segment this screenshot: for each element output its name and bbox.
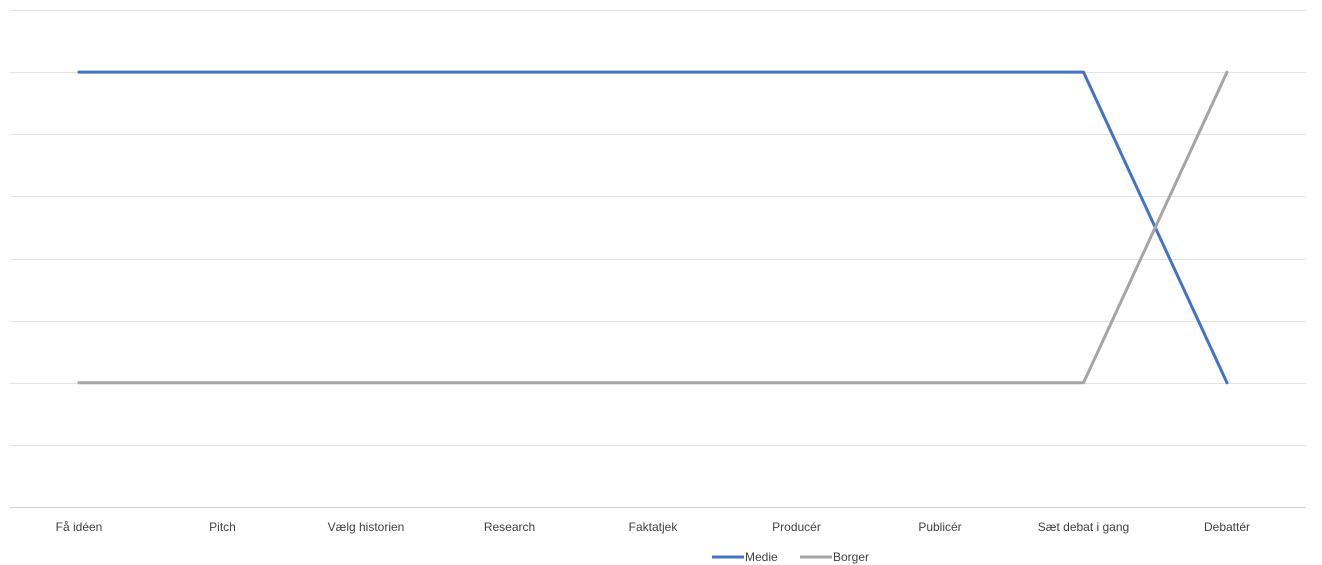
- legend-label-borger: Borger: [833, 550, 869, 564]
- x-tick-label: Publicér: [918, 520, 961, 534]
- gridlines: [10, 10, 1306, 508]
- x-tick-label: Debattér: [1204, 520, 1250, 534]
- x-tick-label: Få idéen: [56, 520, 103, 534]
- x-tick-label: Faktatjek: [629, 520, 679, 534]
- series-line-medie: [77, 70, 1229, 385]
- x-tick-label: Vælg historien: [328, 520, 405, 534]
- x-tick-label: Sæt debat i gang: [1038, 520, 1129, 534]
- series-line-borger: [77, 70, 1229, 385]
- series-lines: [77, 70, 1229, 385]
- x-tick-label: Producér: [772, 520, 821, 534]
- x-tick-label: Research: [484, 520, 535, 534]
- x-tick-label: Pitch: [209, 520, 236, 534]
- x-axis-tick-labels: Få idéen Pitch Vælg historien Research Fakta…: [56, 520, 1250, 534]
- legend-label-medie: Medie: [745, 550, 778, 564]
- legend: Medie Borger: [712, 550, 869, 564]
